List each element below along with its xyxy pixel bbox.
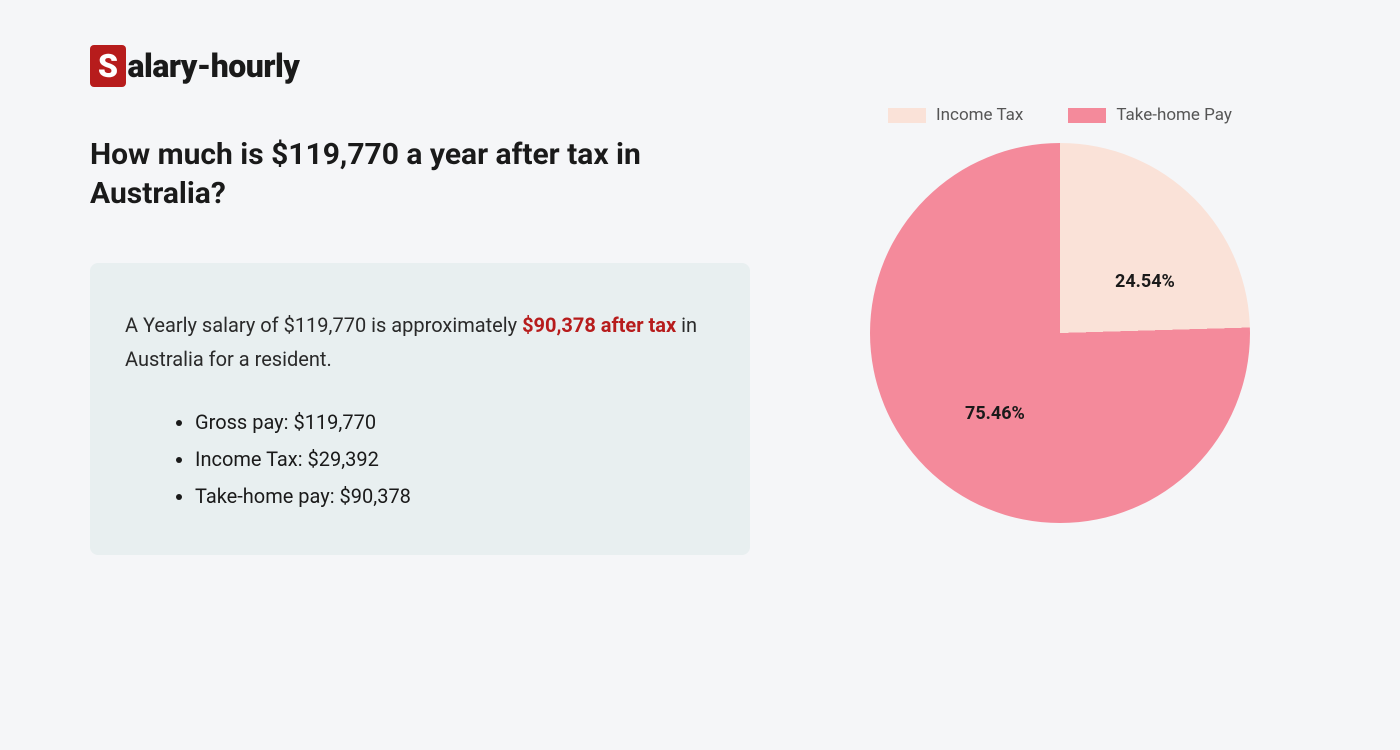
chart-legend: Income Tax Take-home Pay xyxy=(840,105,1280,125)
breakdown-list: Gross pay: $119,770 Income Tax: $29,392 … xyxy=(125,404,715,515)
page-title: How much is $119,770 a year after tax in… xyxy=(90,135,750,213)
legend-label: Income Tax xyxy=(936,105,1023,125)
content-column: How much is $119,770 a year after tax in… xyxy=(90,135,750,555)
list-item: Take-home pay: $90,378 xyxy=(195,478,715,515)
legend-swatch xyxy=(1068,108,1106,123)
legend-swatch xyxy=(888,108,926,123)
legend-label: Take-home Pay xyxy=(1116,105,1232,125)
slice-label-take-home: 75.46% xyxy=(965,403,1025,424)
legend-item-income-tax: Income Tax xyxy=(888,105,1023,125)
brand-logo: Salary-hourly xyxy=(90,45,299,87)
summary-box: A Yearly salary of $119,770 is approxima… xyxy=(90,263,750,555)
logo-text: alary-hourly xyxy=(128,47,300,85)
summary-text: A Yearly salary of $119,770 is approxima… xyxy=(125,308,715,376)
list-item: Gross pay: $119,770 xyxy=(195,404,715,441)
summary-highlight: $90,378 after tax xyxy=(522,313,676,337)
legend-item-take-home: Take-home Pay xyxy=(1068,105,1232,125)
logo-badge: S xyxy=(90,45,126,87)
summary-prefix: A Yearly salary of $119,770 is approxima… xyxy=(125,313,522,337)
slice-label-income-tax: 24.54% xyxy=(1115,271,1175,292)
pie-chart-area: Income Tax Take-home Pay 24.54% 75.46% xyxy=(840,105,1280,523)
list-item: Income Tax: $29,392 xyxy=(195,441,715,478)
pie-chart xyxy=(870,143,1250,523)
pie-wrapper: 24.54% 75.46% xyxy=(870,143,1250,523)
